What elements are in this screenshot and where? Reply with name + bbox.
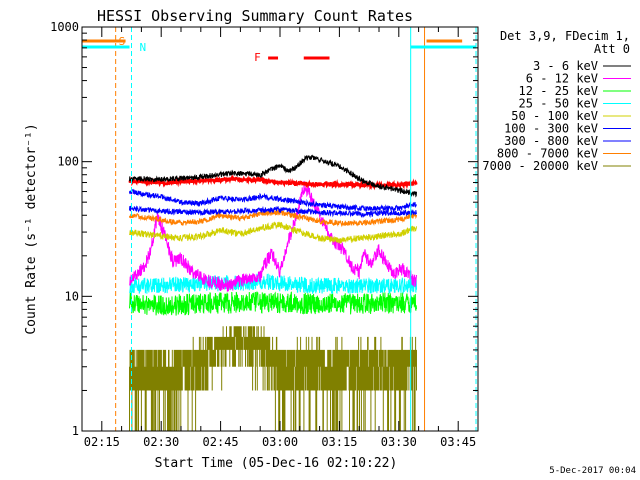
legend-entry-label: 6 - 12 keV xyxy=(526,72,598,86)
y-tick-label: 1 xyxy=(72,424,79,438)
x-tick-label: 03:30 xyxy=(381,435,417,449)
series-3-6-kev-trace xyxy=(129,154,417,198)
legend-header-line-1: Det 3,9, FDecim 1, xyxy=(500,29,630,43)
y-axis-label: Count Rate (s⁻¹ detector⁻¹) xyxy=(24,123,39,334)
x-tick-label: 03:00 xyxy=(262,435,298,449)
x-axis-label: Start Time (05-Dec-16 02:10:22) xyxy=(155,456,398,471)
chart-title: HESSI Observing Summary Count Rates xyxy=(97,7,413,25)
axes: 1 10 100 1000 02:15 02:30 02:45 03:00 03:15 03:30… xyxy=(50,20,479,449)
series-6-12-kev-trace xyxy=(129,180,417,292)
series-100-300-kev-trace xyxy=(129,188,417,213)
saa-label: S xyxy=(119,35,126,48)
y-tick-label: 100 xyxy=(57,155,79,169)
series-800-7000-kev-trace xyxy=(129,208,417,228)
legend-entry-label: 3 - 6 keV xyxy=(533,59,598,73)
x-tick-label: 02:30 xyxy=(143,435,179,449)
plot-area: S N F xyxy=(82,27,477,431)
footer-date: 5-Dec-2017 00:04 xyxy=(549,466,636,476)
legend-entry-label: 12 - 25 keV xyxy=(519,84,598,98)
series-12-25-kev-trace xyxy=(129,291,417,316)
legend-entry-label: 50 - 100 keV xyxy=(511,109,598,123)
y-tick-label: 10 xyxy=(65,289,79,303)
series-25-50-kev-trace xyxy=(129,273,417,294)
x-tick-label: 03:15 xyxy=(321,435,357,449)
y-tick-label: 1000 xyxy=(50,20,79,34)
x-tick-label: 03:45 xyxy=(440,435,476,449)
legend-entry-label: 100 - 300 keV xyxy=(504,122,598,136)
legend-entry-label: 25 - 50 keV xyxy=(519,97,598,111)
x-tick-label: 02:15 xyxy=(84,435,120,449)
x-tick-label: 02:45 xyxy=(203,435,239,449)
series-7000-20000-kev-trace xyxy=(129,326,417,431)
legend-entry-label: 800 - 7000 keV xyxy=(497,147,598,161)
legend-header-line-2: Att 0 xyxy=(594,42,630,56)
series-50-100-kev-trace xyxy=(129,221,417,244)
legend-entry-label: 300 - 800 keV xyxy=(504,134,598,148)
night-label: N xyxy=(140,41,147,54)
legend-entry-label: 7000 - 20000 keV xyxy=(482,159,598,173)
flare-label: F xyxy=(254,51,261,64)
series-300-800-kev-trace xyxy=(129,205,417,219)
